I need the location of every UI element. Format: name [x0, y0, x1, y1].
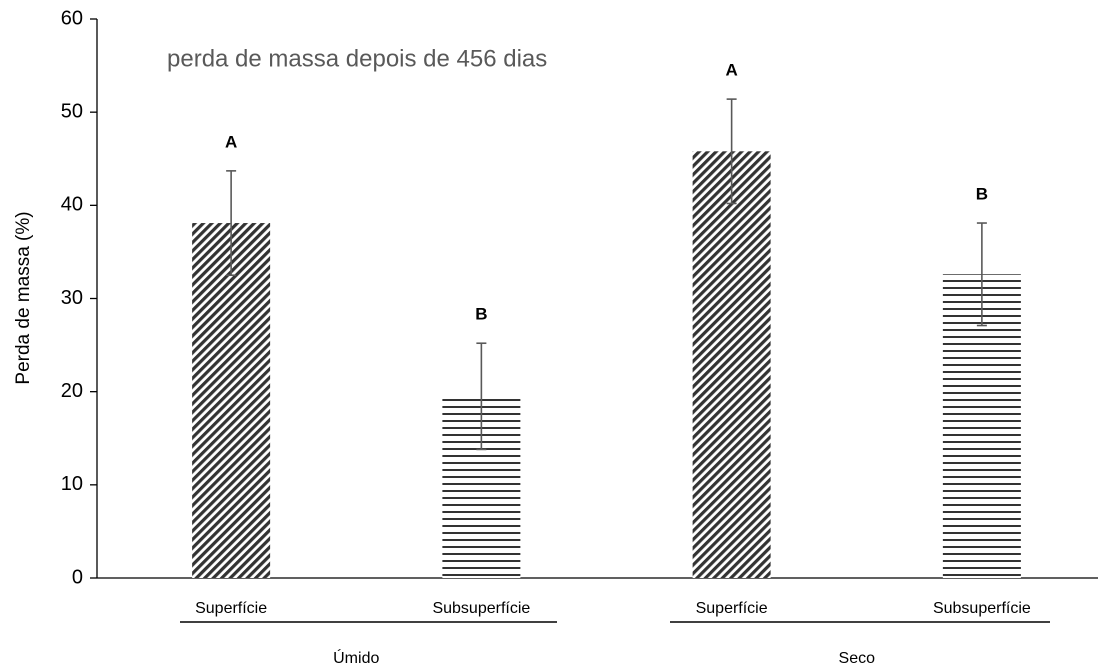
x-tick-label: Superfície: [195, 600, 267, 617]
y-tick-label: 50: [61, 100, 83, 122]
y-tick-label: 0: [72, 566, 83, 588]
significance-letter: A: [225, 132, 237, 151]
y-tick-label: 20: [61, 380, 83, 402]
y-axis-label: Perda de massa (%): [13, 211, 34, 384]
chart-title: perda de massa depois de 456 dias: [167, 45, 547, 72]
bar: [692, 151, 771, 578]
significance-letter: A: [725, 61, 737, 80]
bar: [192, 223, 271, 578]
y-tick-label: 30: [61, 287, 83, 309]
y-tick-label: 40: [61, 194, 83, 216]
group-label: Seco: [839, 650, 876, 667]
group-label: Úmido: [333, 648, 379, 667]
x-tick-label: Subsuperfície: [432, 600, 530, 617]
x-tick-label: Superfície: [696, 600, 768, 617]
significance-letter: B: [475, 305, 487, 324]
y-tick-label: 60: [61, 7, 83, 29]
significance-letter: B: [976, 185, 988, 204]
x-tick-label: Subsuperfície: [933, 600, 1031, 617]
y-tick-label: 10: [61, 473, 83, 495]
